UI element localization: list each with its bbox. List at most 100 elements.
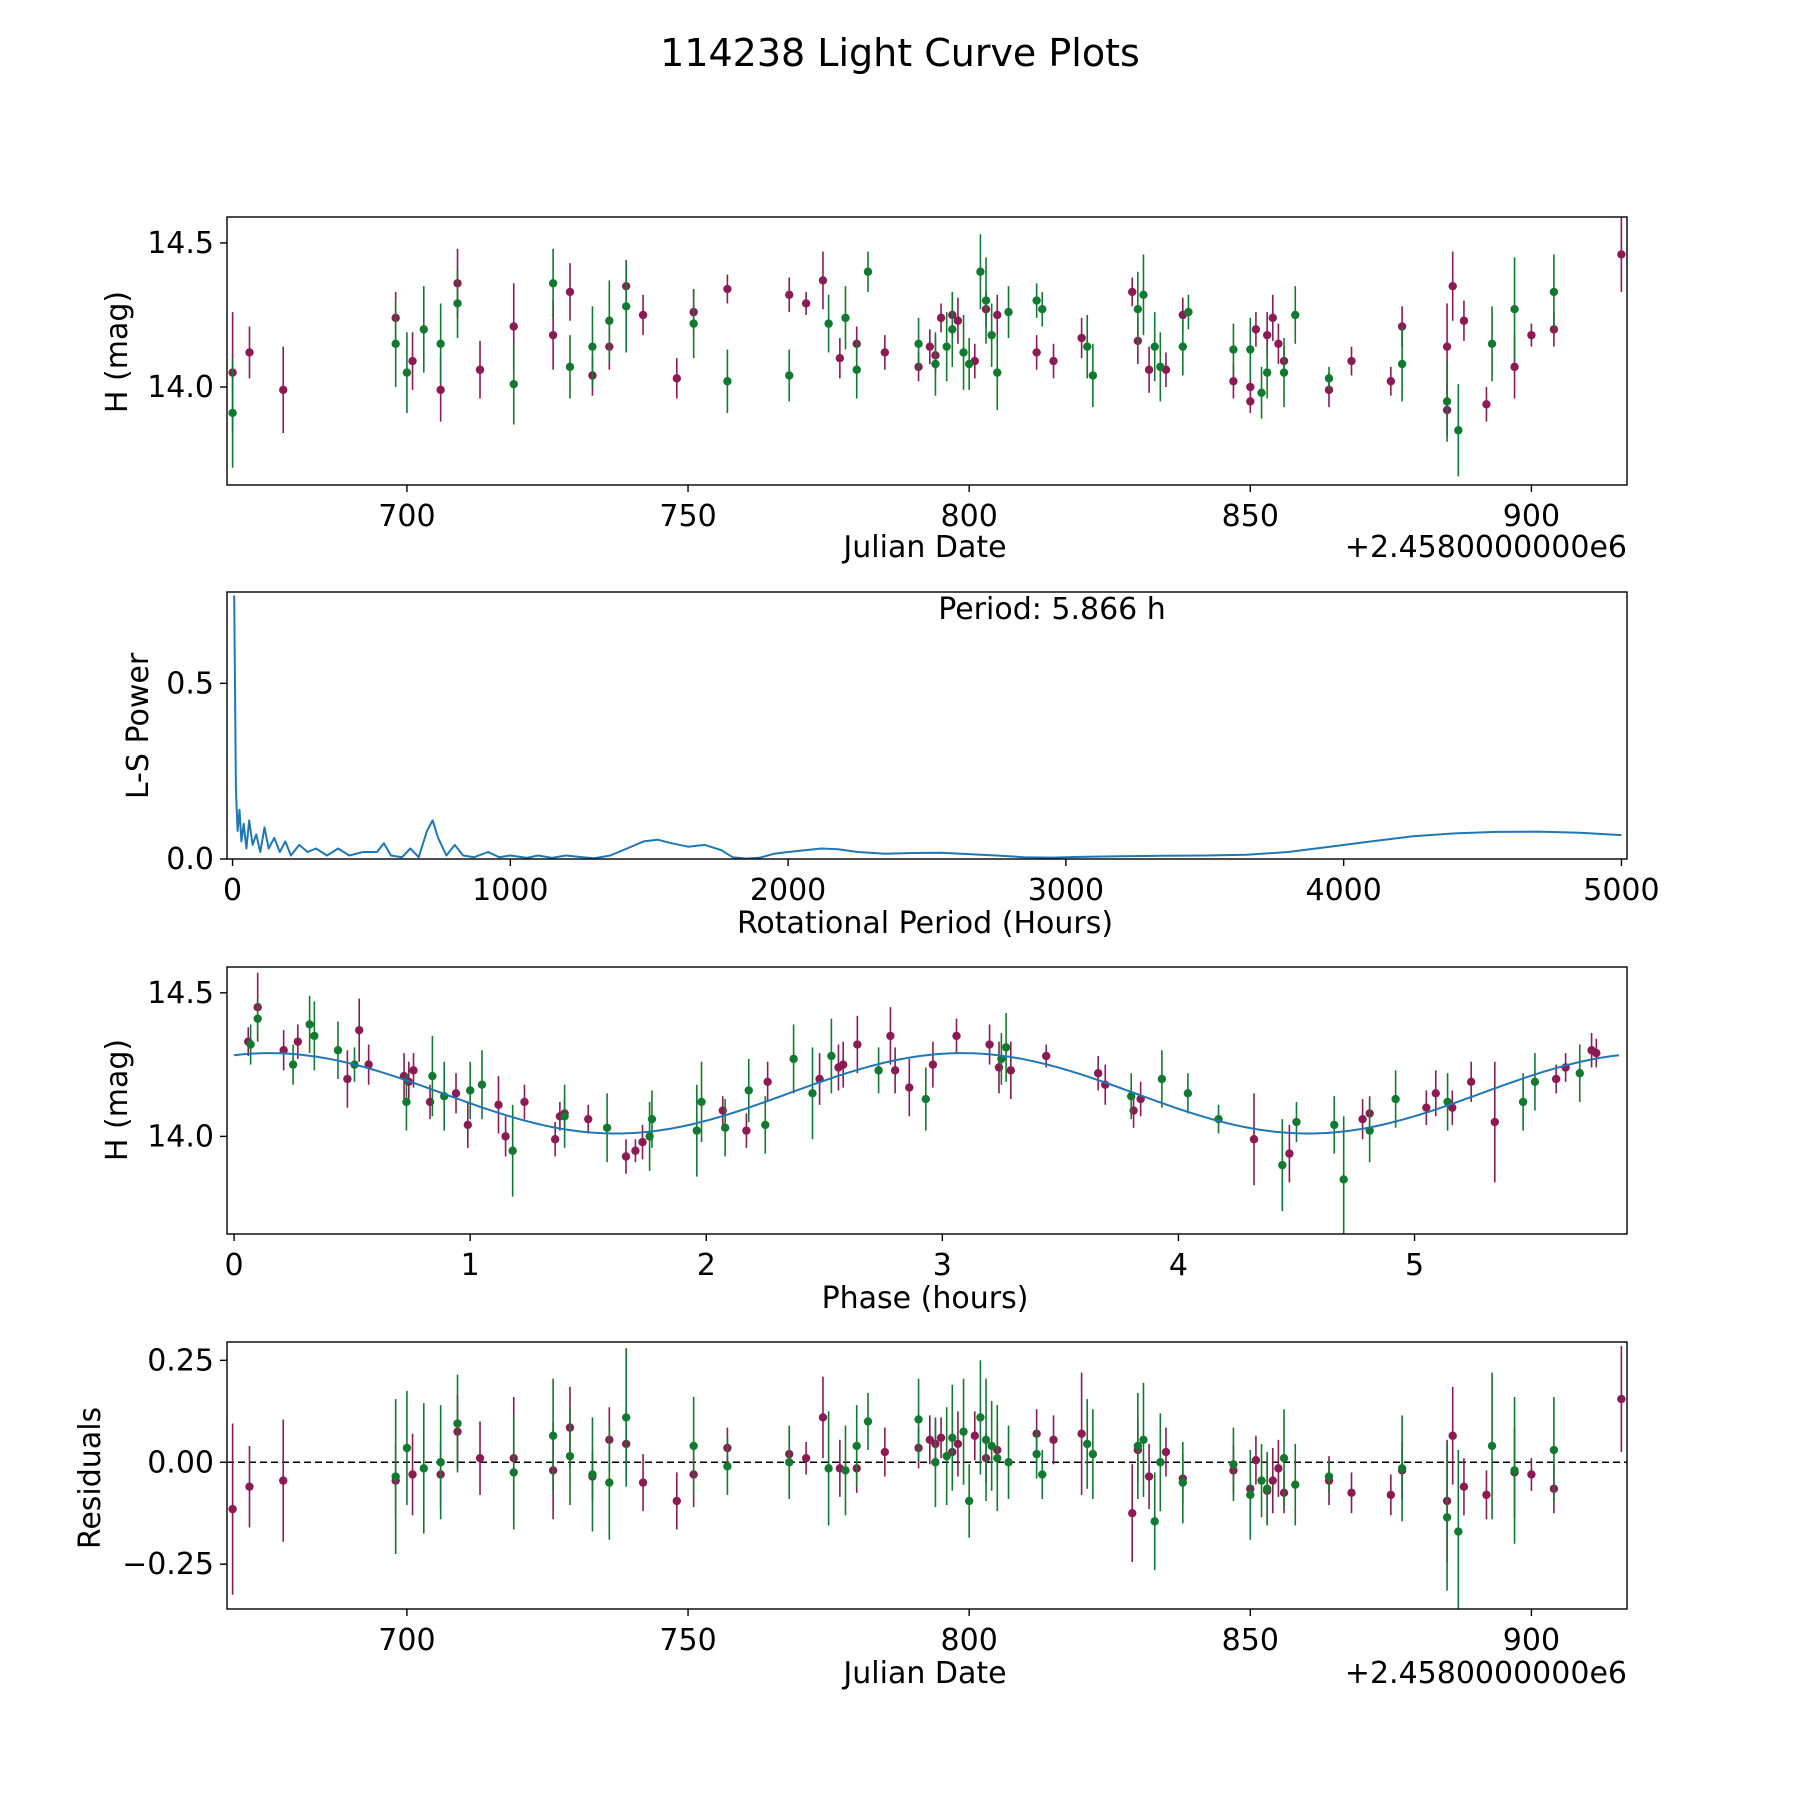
axes-frame: [226, 216, 1628, 486]
filter-a-point: [1448, 1103, 1457, 1112]
filter-a-point: [672, 374, 681, 383]
filter-b-point: [863, 267, 873, 276]
filter-b-point: [948, 1433, 957, 1442]
filter-a-point: [1128, 1509, 1137, 1518]
filter-a-point: [970, 1431, 979, 1440]
x-tick-label: 850: [1222, 1623, 1279, 1658]
filter-a-point: [1229, 377, 1238, 386]
filter-a-point: [801, 1453, 811, 1463]
filter-a-point: [245, 348, 254, 357]
filter-a-point: [1347, 1488, 1356, 1498]
filter-b-point: [942, 342, 951, 351]
filter-b-point: [1139, 1435, 1148, 1445]
filter-b-point: [981, 296, 991, 305]
filter-b-point: [560, 1112, 569, 1121]
filter-b-point: [1157, 1074, 1167, 1084]
x-tick-label: 2: [697, 1248, 716, 1283]
periodogram-xlabel: Rotational Period (Hours): [737, 906, 1113, 941]
filter-b-point: [402, 368, 412, 377]
filter-b-point: [1257, 388, 1266, 397]
filter-b-point: [1032, 296, 1041, 305]
filter-a-point: [1049, 356, 1058, 366]
filter-a-point: [1442, 342, 1452, 351]
filter-a-point: [550, 1135, 560, 1144]
filter-b-point: [246, 1040, 255, 1049]
filter-a-point: [279, 385, 288, 395]
filter-b-point: [605, 1478, 614, 1487]
filter-a-point: [355, 1025, 364, 1035]
filter-b-point: [914, 339, 923, 348]
filter-a-point: [1093, 1069, 1103, 1078]
filter-a-point: [905, 1083, 914, 1092]
x-tick-label: 3000: [1028, 873, 1104, 908]
x-tick-label: 750: [659, 1623, 716, 1658]
filter-a-point: [1128, 287, 1137, 297]
filter-b-point: [419, 325, 428, 334]
x-tick-label: 0: [225, 1248, 244, 1283]
filter-a-point: [1551, 1074, 1561, 1084]
filter-a-point: [818, 276, 828, 285]
filter-b-point: [1549, 287, 1559, 297]
filter-a-point: [509, 322, 518, 331]
filter-b-point: [605, 316, 614, 325]
filter-a-point: [723, 284, 732, 294]
filter-a-point: [1617, 1394, 1626, 1404]
filter-a-point: [818, 1413, 828, 1422]
filter-b-point: [1088, 371, 1098, 380]
filter-a-point: [409, 1066, 418, 1075]
x-tick-label: 900: [1503, 499, 1560, 534]
x-tick-label: 800: [941, 499, 998, 534]
residuals-panel: Julian Date Residuals +2.4580000000e6 70…: [73, 1341, 1628, 1691]
filter-b-point: [1246, 1490, 1255, 1500]
filter-b-point: [1487, 339, 1497, 348]
filter-b-point: [948, 325, 957, 334]
x-tick-label: 1000: [472, 873, 548, 908]
y-tick-label: 14.0: [147, 370, 214, 405]
filter-b-point: [689, 319, 698, 328]
filter-b-point: [1004, 307, 1013, 317]
filter-b-point: [1032, 1449, 1041, 1459]
filter-b-point: [1178, 342, 1188, 351]
filter-b-point: [959, 1427, 968, 1436]
filter-a-point: [1482, 400, 1491, 409]
light-curve-ylabel: H (mag): [100, 291, 135, 413]
filter-a-point: [245, 1482, 254, 1491]
filter-b-point: [1178, 1478, 1188, 1487]
filter-a-point: [520, 1097, 529, 1107]
y-tick-label: 0.00: [147, 1445, 214, 1480]
filter-a-point: [408, 1470, 417, 1479]
filter-b-point: [477, 1080, 487, 1089]
filter-b-point: [1246, 345, 1255, 354]
filter-b-point: [697, 1097, 706, 1107]
filter-b-point: [565, 362, 575, 372]
filter-b-point: [824, 1464, 833, 1473]
filter-b-point: [1133, 305, 1143, 314]
filter-a-point: [838, 1060, 848, 1069]
filter-b-point: [993, 368, 1002, 377]
filter-b-point: [1397, 1464, 1407, 1473]
filter-b-point: [981, 1435, 991, 1445]
y-tick-label: 14.5: [147, 226, 214, 261]
filter-a-point: [1246, 397, 1255, 406]
residuals-offset-label: +2.4580000000e6: [1345, 1656, 1627, 1691]
filter-b-point: [333, 1046, 343, 1055]
filter-b-point: [1549, 1445, 1559, 1455]
x-tick-label: 2000: [750, 873, 826, 908]
filter-a-point: [1459, 316, 1469, 325]
filter-b-point: [1083, 342, 1092, 351]
filter-a-point: [621, 1152, 631, 1161]
filter-a-point: [1358, 1114, 1367, 1124]
periodogram-panel: Rotational Period (Hours) L-S Power Peri…: [121, 591, 1660, 941]
filter-a-point: [1251, 1456, 1261, 1465]
filter-a-point: [1251, 325, 1261, 334]
periodogram-line: [233, 595, 1622, 859]
filter-b-point: [453, 299, 462, 308]
filter-b-point: [931, 1458, 940, 1467]
filter-a-point: [1422, 1103, 1431, 1112]
filter-b-point: [761, 1120, 770, 1130]
x-tick-label: 5000: [1583, 873, 1659, 908]
filter-a-point: [228, 1504, 237, 1514]
filter-a-point: [1246, 382, 1255, 392]
filter-a-point: [1482, 1490, 1491, 1500]
filter-b-point: [841, 1466, 850, 1475]
